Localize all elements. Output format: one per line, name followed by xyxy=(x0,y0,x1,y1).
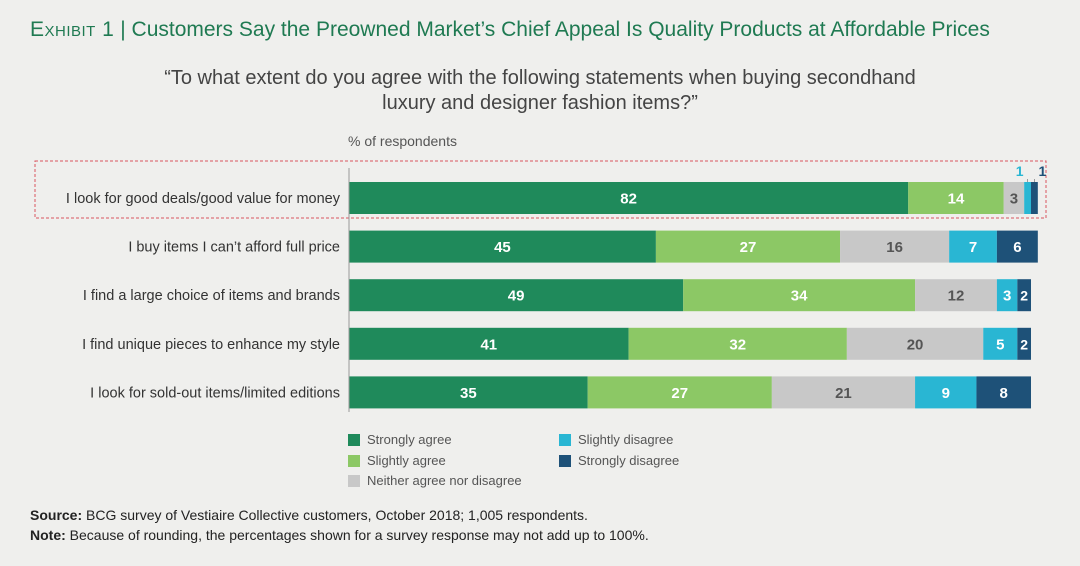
legend-item: Slightly disagree xyxy=(559,432,673,447)
data-label: 8 xyxy=(1000,385,1008,402)
legend-swatch xyxy=(348,454,360,467)
units-label: % of respondents xyxy=(348,133,457,149)
bar-segment xyxy=(587,376,772,409)
bar-segment xyxy=(349,230,656,263)
legend-item: Slightly agree xyxy=(348,453,446,468)
legend-label: Slightly agree xyxy=(367,453,446,468)
bar-segment xyxy=(996,230,1038,263)
legend-swatch xyxy=(559,454,571,467)
data-label: 27 xyxy=(671,385,688,402)
legend-item: Strongly agree xyxy=(348,432,452,447)
survey-question: “To what extent do you agree with the fo… xyxy=(0,66,1080,116)
data-label: 1 xyxy=(1039,163,1047,179)
exhibit-label: Exhibit 1 xyxy=(30,18,115,41)
legend-swatch xyxy=(348,433,360,446)
bar-segment xyxy=(655,230,841,263)
bar-segment xyxy=(908,182,1004,214)
data-label: 6 xyxy=(1013,239,1021,256)
data-label: 45 xyxy=(494,239,511,256)
legend-item: Neither agree nor disagree xyxy=(348,473,522,488)
bar-segment xyxy=(840,230,950,263)
exhibit-title: Exhibit 1 | Customers Say the Preowned M… xyxy=(30,18,990,42)
note-line: Note: Because of rounding, the percentag… xyxy=(30,525,649,545)
highlight-box xyxy=(34,160,1047,219)
data-label: 41 xyxy=(480,336,497,353)
source-label: Source: xyxy=(30,507,83,523)
data-label: 3 xyxy=(1010,191,1018,208)
data-label: 21 xyxy=(835,385,852,402)
legend-label: Strongly agree xyxy=(367,432,452,447)
bar-segment xyxy=(1017,279,1031,312)
data-label: 34 xyxy=(791,288,808,305)
legend-label: Strongly disagree xyxy=(578,453,680,468)
source-text: BCG survey of Vestiaire Collective custo… xyxy=(82,507,588,523)
source-line: Source: BCG survey of Vestiaire Collecti… xyxy=(30,505,649,525)
data-label: 16 xyxy=(886,239,903,256)
bar-segment xyxy=(949,230,997,263)
data-label: 12 xyxy=(948,288,965,305)
category-label: I look for good deals/good value for mon… xyxy=(66,191,341,207)
data-label: 5 xyxy=(996,336,1004,353)
data-label: 49 xyxy=(508,288,525,305)
note-text: Because of rounding, the percentages sho… xyxy=(65,527,649,543)
data-label: 35 xyxy=(460,385,477,402)
bar-segment xyxy=(1017,327,1031,360)
legend-swatch xyxy=(559,433,571,446)
legend-swatch xyxy=(348,474,360,487)
bar-segment xyxy=(349,327,629,360)
legend-label: Slightly disagree xyxy=(578,432,674,447)
data-label: 14 xyxy=(948,191,965,208)
bar-segment xyxy=(771,376,916,409)
data-label: 7 xyxy=(969,239,977,256)
bar-segment xyxy=(349,182,909,214)
bar-segment xyxy=(846,327,984,360)
data-label: 32 xyxy=(729,336,746,353)
legend-label: Neither agree nor disagree xyxy=(367,473,522,488)
title-text: Customers Say the Preowned Market’s Chie… xyxy=(131,18,990,41)
bar-segment xyxy=(976,376,1031,409)
bar-segment xyxy=(683,279,916,312)
data-label: 20 xyxy=(907,336,924,353)
bar-segment xyxy=(349,279,684,312)
bar-segment xyxy=(628,327,847,360)
category-label: I find a large choice of items and brand… xyxy=(83,288,340,304)
data-label: 9 xyxy=(942,385,950,402)
bar-segment xyxy=(1024,182,1031,214)
question-line-1: “To what extent do you agree with the fo… xyxy=(164,67,916,89)
question-line-2: luxury and designer fashion items?” xyxy=(382,92,698,114)
data-label: 2 xyxy=(1020,288,1028,304)
bar-segment xyxy=(915,376,977,409)
bar-segment xyxy=(349,376,588,409)
note-label: Note: xyxy=(30,527,66,543)
data-label: 1 xyxy=(1016,163,1024,179)
bar-segment xyxy=(1031,182,1038,214)
legend-item: Strongly disagree xyxy=(559,453,679,468)
bar-segment xyxy=(996,279,1018,312)
title-separator: | xyxy=(120,18,126,41)
category-label: I look for sold-out items/limited editio… xyxy=(90,385,340,401)
category-label: I find unique pieces to enhance my style xyxy=(82,337,340,353)
bar-segment xyxy=(983,327,1018,360)
bar-segment xyxy=(1003,182,1025,214)
data-label: 2 xyxy=(1020,336,1028,352)
data-label: 82 xyxy=(620,191,637,208)
data-label: 3 xyxy=(1003,288,1011,305)
bar-segment xyxy=(915,279,997,312)
footer: Source: BCG survey of Vestiaire Collecti… xyxy=(30,505,649,545)
data-label: 27 xyxy=(740,239,757,256)
category-label: I buy items I can’t afford full price xyxy=(128,240,340,256)
